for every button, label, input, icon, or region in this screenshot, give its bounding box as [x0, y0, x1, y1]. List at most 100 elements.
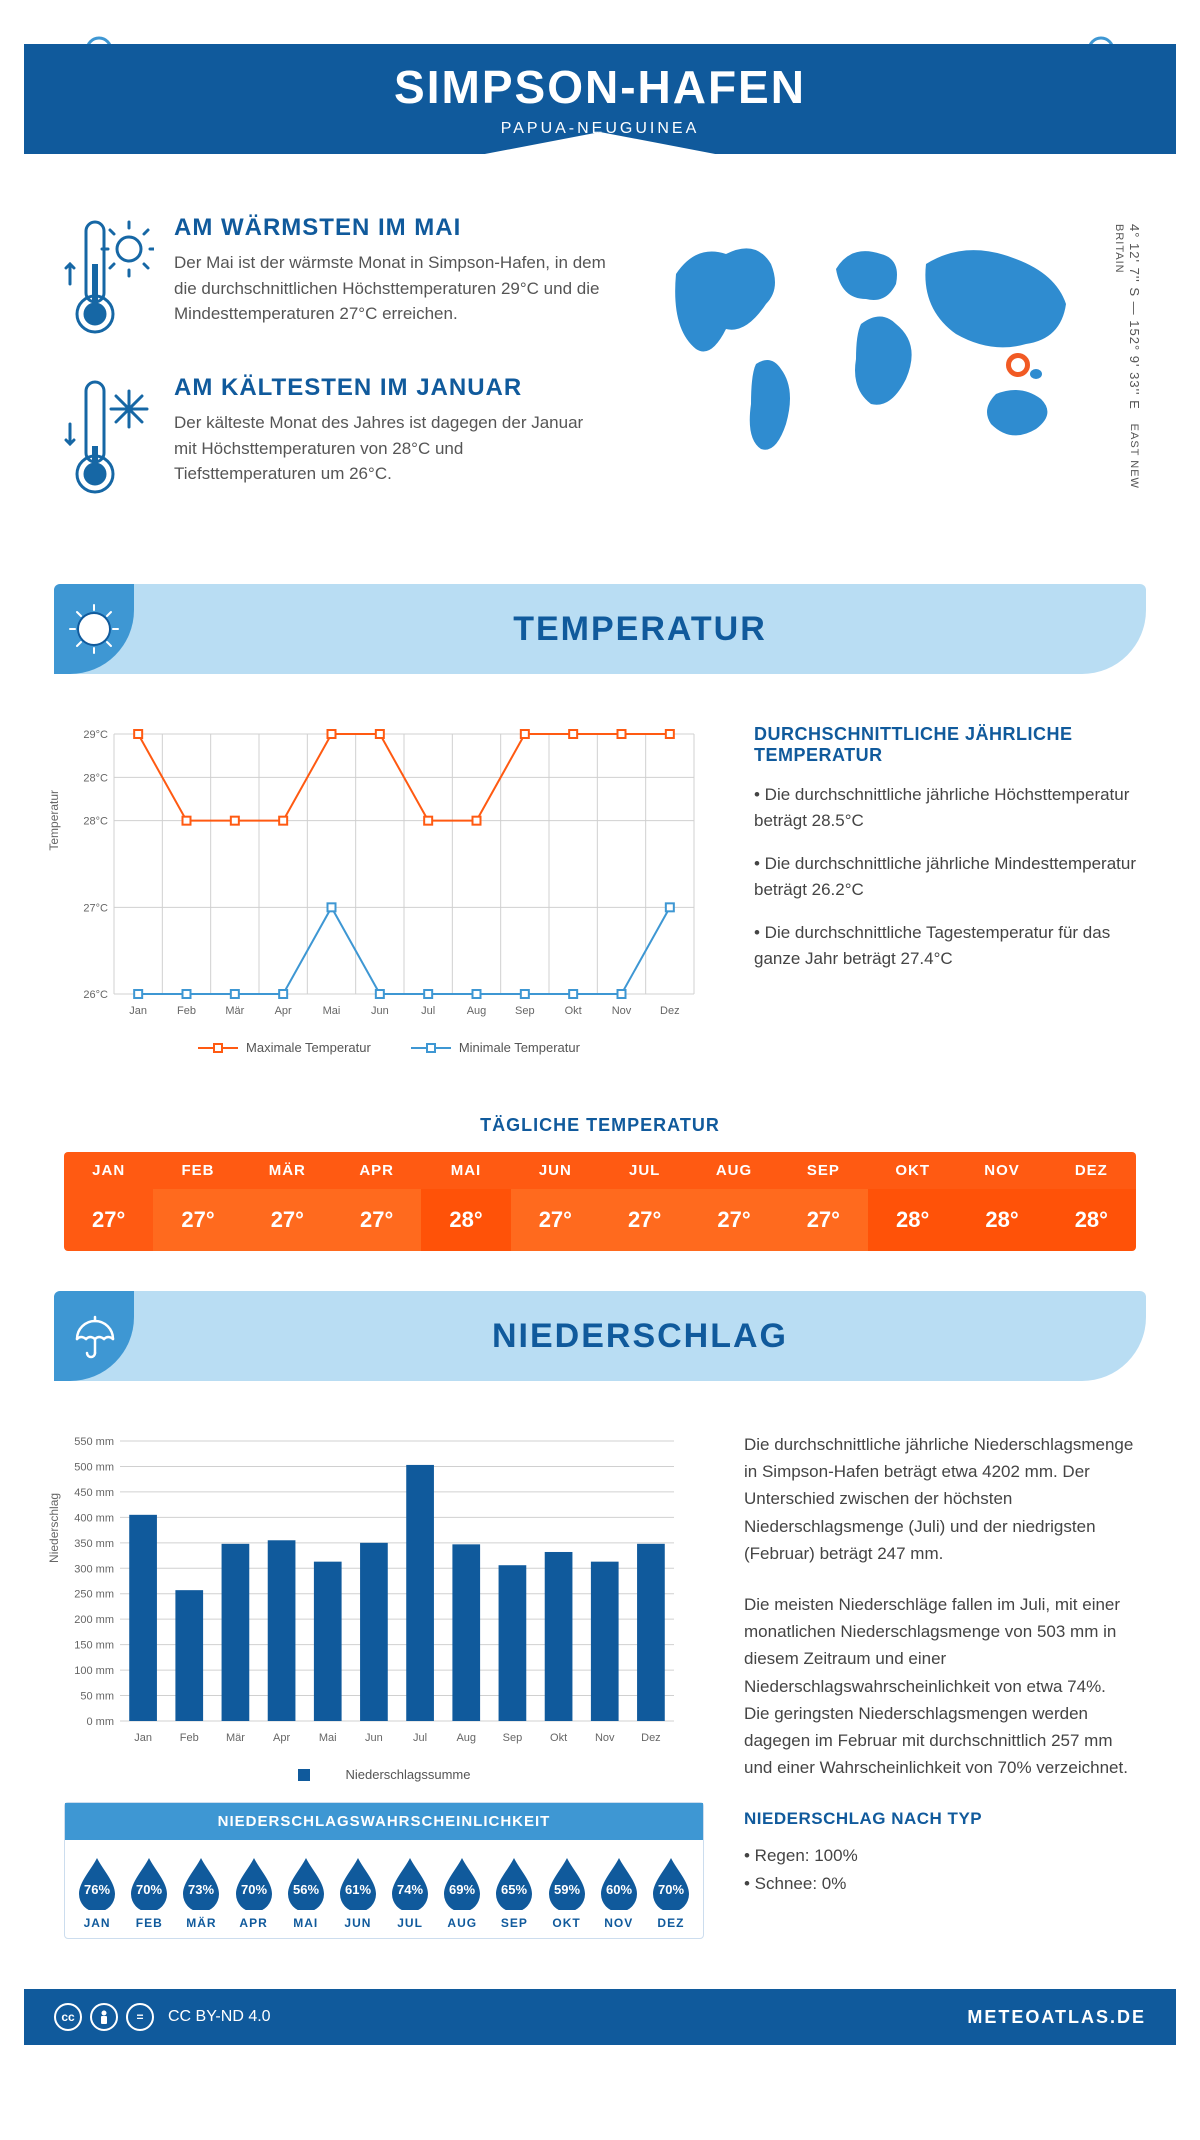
- daily-temp-value: 27°: [64, 1189, 153, 1251]
- svg-text:76%: 76%: [84, 1882, 110, 1897]
- svg-text:26°C: 26°C: [83, 989, 108, 1001]
- daily-month-label: FEB: [153, 1152, 242, 1189]
- precip-prob-drop: 76% JAN: [73, 1854, 121, 1930]
- daily-temp-value: 27°: [600, 1189, 689, 1251]
- temp-summary-p2: • Die durchschnittliche jährliche Mindes…: [754, 851, 1136, 902]
- footer: cc = CC BY-ND 4.0 METEOATLAS.DE: [24, 1989, 1176, 2045]
- daily-month-label: APR: [332, 1152, 421, 1189]
- warmest-fact: AM WÄRMSTEN IM MAI Der Mai ist der wärms…: [64, 214, 606, 344]
- precip-legend-label: Niederschlagssumme: [346, 1767, 471, 1782]
- sun-icon: [67, 602, 121, 656]
- svg-text:60%: 60%: [606, 1882, 632, 1897]
- precip-prob-drop: 69% AUG: [438, 1854, 486, 1930]
- svg-text:Apr: Apr: [275, 1005, 292, 1017]
- coldest-text: Der kälteste Monat des Jahres ist dagege…: [174, 410, 606, 487]
- precip-prob-drop: 61% JUN: [334, 1854, 382, 1930]
- temperature-title: TEMPERATUR: [134, 610, 1146, 649]
- daily-month-label: SEP: [779, 1152, 868, 1189]
- svg-text:Sep: Sep: [515, 1005, 535, 1017]
- site-label: METEOATLAS.DE: [967, 2007, 1146, 2028]
- svg-text:Mai: Mai: [319, 1732, 337, 1744]
- precip-type-snow: • Schnee: 0%: [744, 1870, 1136, 1897]
- svg-text:70%: 70%: [241, 1882, 267, 1897]
- svg-text:Sep: Sep: [503, 1732, 523, 1744]
- svg-text:250 mm: 250 mm: [74, 1589, 114, 1601]
- svg-text:73%: 73%: [188, 1882, 214, 1897]
- precip-prob-drop: 60% NOV: [595, 1854, 643, 1930]
- svg-text:28°C: 28°C: [83, 816, 108, 828]
- warmest-title: AM WÄRMSTEN IM MAI: [174, 214, 606, 242]
- svg-text:450 mm: 450 mm: [74, 1487, 114, 1499]
- temp-summary-p3: • Die durchschnittliche Tagestemperatur …: [754, 920, 1136, 971]
- svg-text:65%: 65%: [501, 1882, 527, 1897]
- daily-temp-heading: TÄGLICHE TEMPERATUR: [24, 1115, 1176, 1136]
- temperature-legend: Maximale Temperatur Minimale Temperatur: [64, 1040, 714, 1055]
- daily-temp-value: 28°: [868, 1189, 957, 1251]
- svg-text:350 mm: 350 mm: [74, 1538, 114, 1550]
- daily-month-label: DEZ: [1047, 1152, 1136, 1189]
- svg-text:Jun: Jun: [371, 1005, 389, 1017]
- cc-nd-icon: =: [126, 2003, 154, 2031]
- svg-text:0 mm: 0 mm: [87, 1716, 115, 1728]
- precip-prob-drop: 74% JUL: [386, 1854, 434, 1930]
- cc-icon: cc: [54, 2003, 82, 2031]
- daily-month-label: AUG: [689, 1152, 778, 1189]
- precip-text-p2: Die meisten Niederschläge fallen im Juli…: [744, 1591, 1136, 1781]
- precip-title: NIEDERSCHLAG: [134, 1317, 1146, 1356]
- precip-chart-ylabel: Niederschlag: [47, 1493, 61, 1563]
- world-map: 4° 12' 7'' S — 152° 9' 33'' E EAST NEW B…: [636, 214, 1136, 534]
- svg-text:70%: 70%: [136, 1882, 162, 1897]
- precip-type-heading: NIEDERSCHLAG NACH TYP: [744, 1805, 1136, 1832]
- daily-temp-value: 28°: [421, 1189, 510, 1251]
- daily-month-label: OKT: [868, 1152, 957, 1189]
- svg-text:Aug: Aug: [456, 1732, 476, 1744]
- daily-month-label: JUN: [511, 1152, 600, 1189]
- precip-prob-drop: 70% FEB: [125, 1854, 173, 1930]
- svg-text:28°C: 28°C: [83, 772, 108, 784]
- precip-prob-drop: 65% SEP: [490, 1854, 538, 1930]
- svg-text:29°C: 29°C: [83, 729, 108, 741]
- svg-text:59%: 59%: [554, 1882, 580, 1897]
- svg-text:Dez: Dez: [660, 1005, 680, 1017]
- svg-text:56%: 56%: [293, 1882, 319, 1897]
- svg-text:Aug: Aug: [467, 1005, 487, 1017]
- daily-temp-value: 27°: [243, 1189, 332, 1251]
- precip-prob-drop: 73% MÄR: [177, 1854, 225, 1930]
- daily-temp-value: 27°: [332, 1189, 421, 1251]
- header: SIMPSON-HAFEN PAPUA-NEUGUINEA: [24, 24, 1176, 194]
- temp-chart-ylabel: Temperatur: [47, 790, 61, 851]
- cc-icons: cc =: [54, 2003, 154, 2031]
- world-map-icon: [636, 214, 1096, 474]
- svg-text:400 mm: 400 mm: [74, 1512, 114, 1524]
- page-title: SIMPSON-HAFEN: [394, 60, 806, 114]
- daily-month-label: MÄR: [243, 1152, 332, 1189]
- precip-prob-drop: 56% MAI: [282, 1854, 330, 1930]
- svg-text:Jun: Jun: [365, 1732, 383, 1744]
- temp-summary-heading: DURCHSCHNITTLICHE JÄHRLICHE TEMPERATUR: [754, 724, 1136, 766]
- precip-chart: Niederschlag 0 mm50 mm100 mm150 mm200 mm…: [64, 1431, 704, 1751]
- intro-section: AM WÄRMSTEN IM MAI Der Mai ist der wärms…: [24, 194, 1176, 564]
- precip-prob-drop: 59% OKT: [543, 1854, 591, 1930]
- precip-type-rain: • Regen: 100%: [744, 1842, 1136, 1869]
- svg-text:Feb: Feb: [180, 1732, 199, 1744]
- svg-text:Jul: Jul: [413, 1732, 427, 1744]
- page-subtitle: PAPUA-NEUGUINEA: [501, 120, 700, 138]
- svg-text:150 mm: 150 mm: [74, 1640, 114, 1652]
- svg-text:61%: 61%: [345, 1882, 371, 1897]
- umbrella-icon: [69, 1311, 119, 1361]
- coldest-title: AM KÄLTESTEN IM JANUAR: [174, 374, 606, 402]
- svg-text:Feb: Feb: [177, 1005, 196, 1017]
- svg-text:550 mm: 550 mm: [74, 1436, 114, 1448]
- temperature-chart: Temperatur 26°C27°C28°C28°C29°CJanFebMär…: [64, 724, 714, 1024]
- precip-prob-drop: 70% APR: [230, 1854, 278, 1930]
- svg-text:Apr: Apr: [273, 1732, 290, 1744]
- daily-temp-value: 27°: [779, 1189, 868, 1251]
- svg-text:Mär: Mär: [226, 1732, 245, 1744]
- precip-prob-heading: NIEDERSCHLAGSWAHRSCHEINLICHKEIT: [65, 1803, 703, 1840]
- thermometer-cold-icon: [64, 374, 154, 504]
- svg-text:Mär: Mär: [225, 1005, 244, 1017]
- coldest-fact: AM KÄLTESTEN IM JANUAR Der kälteste Mona…: [64, 374, 606, 504]
- svg-text:Jan: Jan: [129, 1005, 147, 1017]
- precip-text-p1: Die durchschnittliche jährliche Niedersc…: [744, 1431, 1136, 1567]
- svg-text:Dez: Dez: [641, 1732, 661, 1744]
